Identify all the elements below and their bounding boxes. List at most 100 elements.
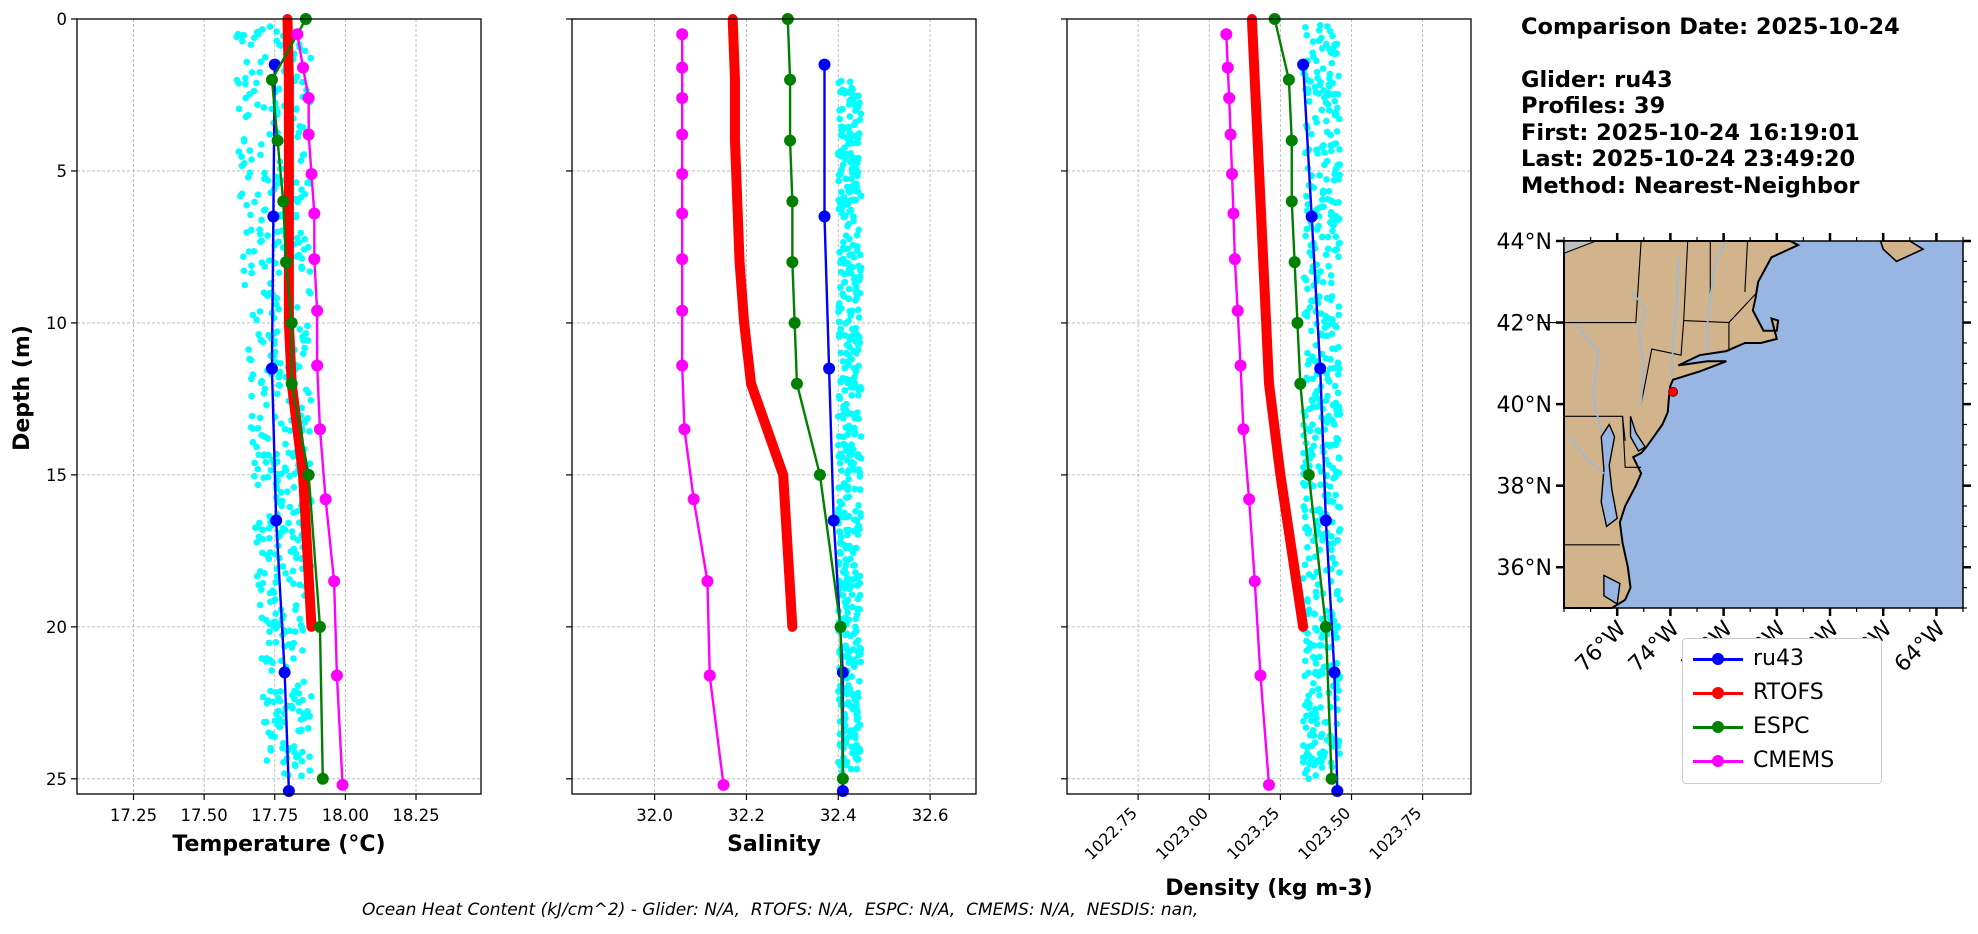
- series-line-rtofs: [727, 14, 798, 632]
- glider-point: [1330, 50, 1338, 58]
- delaware-bay: [1629, 416, 1647, 452]
- glider-point: [840, 375, 848, 383]
- glider-point: [243, 58, 251, 66]
- glider-point: [835, 177, 842, 185]
- glider-point: [848, 307, 856, 315]
- series-point-cmems: [291, 28, 304, 41]
- glider-point: [1314, 150, 1321, 157]
- glider-point: [854, 595, 862, 603]
- glider-point: [299, 627, 307, 634]
- glider-point: [250, 248, 258, 255]
- glider-point: [294, 682, 302, 690]
- glider-point: [1324, 322, 1331, 329]
- glider-point: [1313, 714, 1320, 722]
- glider-name: Glider: ru43: [1521, 66, 1673, 93]
- glider-point: [855, 314, 863, 321]
- glider-point: [1305, 669, 1312, 677]
- series-line-cmems: [680, 32, 725, 787]
- glider-point: [837, 284, 844, 291]
- glider-point: [286, 503, 294, 511]
- series-point-cmems: [676, 359, 689, 372]
- glider-point: [1309, 537, 1317, 544]
- glider-point: [1324, 90, 1332, 98]
- glider-point: [280, 758, 287, 766]
- series-point-ru43: [1314, 362, 1327, 375]
- glider-point: [847, 443, 855, 451]
- glider-point: [840, 513, 848, 521]
- series-point-espc: [285, 377, 298, 390]
- glider-point: [282, 440, 289, 448]
- glider-point: [854, 648, 862, 656]
- x-tick-label: 18.25: [392, 806, 439, 825]
- glider-point: [845, 654, 853, 662]
- glider-point: [839, 290, 846, 298]
- glider-point: [840, 194, 848, 201]
- series-point-cmems: [311, 304, 324, 317]
- glider-point: [838, 483, 846, 491]
- glider-point: [857, 192, 865, 200]
- glider-point: [1336, 596, 1344, 603]
- series-point-espc: [277, 195, 290, 208]
- glider-point: [276, 382, 284, 389]
- glider-point: [301, 419, 309, 427]
- glider-point: [843, 407, 850, 414]
- river: [1706, 240, 1728, 352]
- series-point-cmems: [1254, 669, 1267, 682]
- glider-point: [267, 687, 274, 695]
- glider-point: [265, 525, 273, 532]
- glider-point: [853, 611, 861, 618]
- glider-point: [835, 688, 842, 695]
- glider-point: [853, 765, 861, 773]
- glider-point: [1303, 308, 1311, 316]
- series-point-espc: [786, 195, 799, 208]
- series-point-cmems: [319, 493, 332, 506]
- glider-point: [264, 697, 272, 704]
- glider-point: [255, 451, 263, 459]
- glider-point: [294, 252, 301, 260]
- legend-item-ru43: ru43: [1683, 643, 1881, 677]
- glider-point: [253, 539, 261, 546]
- legend-item-espc: ESPC: [1683, 711, 1881, 745]
- glider-point: [1315, 37, 1323, 44]
- glider-point: [1310, 732, 1318, 739]
- series-point-espc: [313, 620, 326, 633]
- glider-point: [1332, 323, 1340, 331]
- glider-point: [1319, 631, 1326, 639]
- glider-point: [260, 104, 268, 111]
- glider-point: [1334, 587, 1341, 595]
- glider-point: [1309, 726, 1317, 734]
- glider-point: [293, 73, 301, 80]
- glider-point: [254, 101, 261, 108]
- glider-point: [1302, 24, 1309, 31]
- glider-point: [838, 500, 846, 508]
- series-point-espc: [1294, 377, 1307, 390]
- glider-point: [1304, 89, 1312, 97]
- legend-marker-espc: [1712, 721, 1724, 733]
- series-point-espc: [285, 316, 298, 329]
- glider-point: [251, 459, 258, 467]
- glider-point: [1301, 701, 1309, 709]
- glider-point: [1316, 172, 1323, 179]
- glider-point: [255, 533, 263, 541]
- glider-point: [837, 538, 844, 546]
- y-tick-label: 15: [46, 466, 67, 485]
- glider-point: [300, 337, 307, 344]
- glider-point: [288, 702, 295, 710]
- glider-point: [844, 609, 851, 616]
- glider-point: [266, 656, 274, 664]
- glider-point: [1320, 203, 1327, 211]
- glider-point: [1329, 401, 1337, 409]
- x-tick-label: 17.50: [181, 806, 228, 825]
- glider-point: [1303, 637, 1310, 645]
- glider-point: [1325, 378, 1333, 385]
- glider-point: [233, 33, 240, 41]
- glider-point: [1334, 359, 1342, 367]
- glider-point: [266, 131, 273, 138]
- series-point-cmems: [676, 207, 689, 220]
- glider-point: [1305, 775, 1312, 782]
- glider-point: [836, 528, 843, 535]
- glider-point: [1310, 642, 1318, 649]
- glider-point: [1306, 249, 1314, 256]
- glider-point: [1334, 161, 1342, 168]
- glider-point: [837, 325, 845, 333]
